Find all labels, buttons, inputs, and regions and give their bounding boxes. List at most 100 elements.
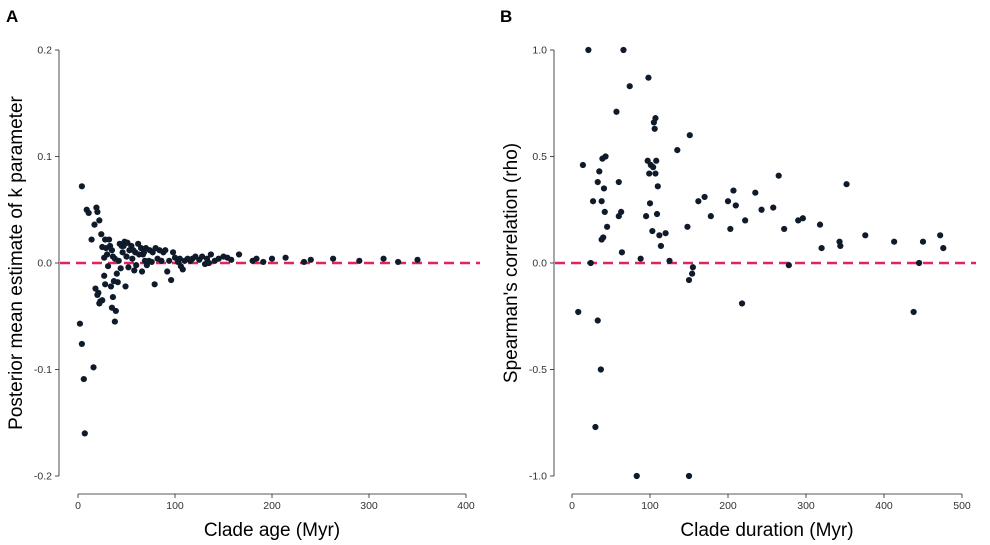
panel-b-data-point <box>656 232 663 239</box>
panel-b-data-point <box>596 168 603 175</box>
panel-a-data-point <box>108 247 116 254</box>
panel-a-points <box>76 183 421 437</box>
panel-b-data-point <box>657 242 665 250</box>
panel-b-data-point <box>592 423 599 431</box>
panel-b-data-point <box>637 255 644 262</box>
panel-a-data-point <box>91 221 98 228</box>
panel-b-data-point <box>600 185 608 192</box>
panel-b-data-point <box>689 264 697 271</box>
panel-a-data-point <box>90 364 97 371</box>
panel-b-data-point <box>818 244 825 252</box>
panel-a-y-tick-label: 0.0 <box>37 258 52 270</box>
panel-b-data-point <box>652 115 659 122</box>
panel-b-x-tick-label: 400 <box>875 500 893 512</box>
panel-b-data-point <box>701 193 708 201</box>
panel-a-data-point <box>235 251 243 258</box>
panel-a-data-point <box>199 253 206 260</box>
panel-a-x-tick-label: 0 <box>75 500 81 512</box>
panel-b-data-point <box>862 232 869 239</box>
panel-b-data-point <box>891 238 898 245</box>
panel-b-data-point <box>686 132 693 139</box>
panel-a-data-point <box>300 258 308 266</box>
panel-b-data-point <box>843 181 850 188</box>
panel-a-data-point <box>119 249 126 256</box>
panel-b-data-point <box>601 208 608 215</box>
panel-b-data-point <box>613 108 620 115</box>
panel-b-data-point <box>685 472 693 480</box>
panel-b-data-point <box>618 208 625 215</box>
panel-a-y-tick-label: 0.1 <box>37 151 52 163</box>
panel-a-data-point <box>85 209 92 217</box>
panel-a-data-point <box>162 247 169 254</box>
panel-b-data-point <box>604 223 611 230</box>
panel-b-data-point <box>620 46 627 54</box>
panel-a-data-point <box>166 257 173 264</box>
panel-a-y-axis-title: Posterior mean estimate of k parameter <box>6 95 27 429</box>
panel-b-y-tick-label: 0.0 <box>532 258 547 270</box>
panel-b-data-point <box>799 215 806 222</box>
panel-b-x-tick-label: 0 <box>569 500 575 512</box>
panel-a-data-point <box>131 267 138 274</box>
panel-b-data-point <box>644 157 651 164</box>
panel-a-data-point <box>117 265 124 272</box>
panel-b-x-ticks: 0 100 200 300 400 500 <box>569 494 971 512</box>
panel-a-data-point <box>113 270 120 277</box>
panel-b-data-point <box>652 170 659 177</box>
panel-a-x-axis-title: Clade age (Myr) <box>204 520 340 541</box>
panel-a-data-point <box>148 258 155 266</box>
panel-a-data-point <box>164 268 171 275</box>
panel-a-data-point <box>129 255 136 262</box>
panel-a-data-point <box>138 268 146 275</box>
panel-a-data-point <box>96 217 103 224</box>
panel-b-data-point <box>730 187 737 194</box>
panel-b-data-point <box>600 234 607 241</box>
panel-a-data-point <box>115 257 122 264</box>
panel-b-data-point <box>937 232 944 239</box>
panel-a-x-tick-label: 100 <box>166 500 184 512</box>
panel-a-data-point <box>125 264 132 271</box>
panel-a-data-point <box>104 251 111 258</box>
panel-a-x-tick-label: 300 <box>360 500 378 512</box>
panel-b-x-tick-label: 300 <box>797 500 815 512</box>
panel-a-data-point <box>109 293 117 301</box>
panel-a-data-point <box>179 266 186 273</box>
panel-a-data-point <box>282 254 289 261</box>
panel-b-data-point <box>732 202 739 209</box>
panel-a-data-point <box>205 259 213 267</box>
panel-b-data-point <box>738 300 746 307</box>
panel-a-data-point <box>133 262 140 269</box>
panel-a-data-point <box>107 283 115 290</box>
panel-a-data-point <box>268 255 276 262</box>
panel-a-data-point <box>260 258 267 266</box>
panel-b-data-point <box>594 178 601 186</box>
panel-a-data-point <box>228 256 235 263</box>
panel-b-data-point <box>837 242 844 250</box>
panel-b-data-point <box>775 172 782 179</box>
panel-b-data-point <box>666 257 673 264</box>
panel-b-data-point <box>653 157 660 164</box>
panel-a-data-point <box>380 255 387 262</box>
panel-b-letter: B <box>500 7 512 26</box>
panel-b-data-point <box>770 204 777 211</box>
panel-b-data-point <box>674 147 681 154</box>
panel-a-data-point <box>168 276 175 284</box>
panel-a-data-point <box>99 297 106 304</box>
panel-a-data-point <box>98 231 105 238</box>
panel-b-data-point <box>816 221 824 228</box>
panel-b-data-point <box>594 317 601 324</box>
panel-a-data-point <box>78 183 85 190</box>
panel-b-data-point <box>795 217 802 224</box>
panel-a-data-point <box>102 281 109 288</box>
panel-b-points <box>575 46 947 480</box>
panel-b-x-tick-label: 200 <box>719 500 737 512</box>
panel-b-data-point <box>684 223 691 230</box>
panel-a-x-ticks: 0 100 200 300 400 <box>75 494 475 512</box>
panel-b-x-axis-title: Clade duration (Myr) <box>680 520 853 541</box>
panel-b-data-point <box>654 183 661 190</box>
panel-a-data-point <box>111 318 118 325</box>
panel-a-x-tick-label: 200 <box>263 500 281 512</box>
panel-a-data-point <box>112 307 119 315</box>
panel-b-data-point <box>615 178 622 186</box>
panel-b-data-point <box>589 198 597 205</box>
panel-a-data-point <box>101 272 108 279</box>
